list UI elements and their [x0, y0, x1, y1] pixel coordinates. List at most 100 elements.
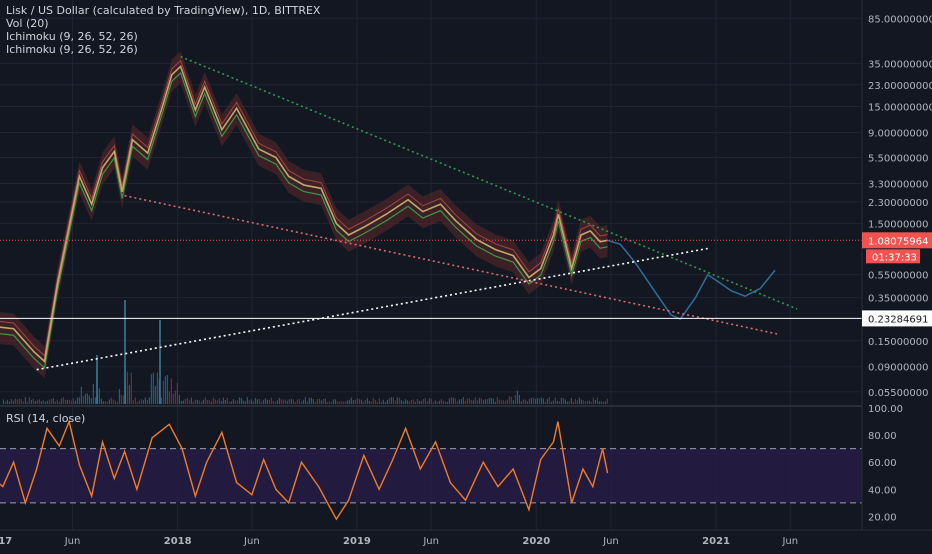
volume-bar: [380, 401, 382, 404]
price-tick-label: 0.55000000: [868, 271, 928, 282]
volume-bar: [596, 397, 598, 404]
volume-bar: [532, 397, 534, 404]
volume-bar: [234, 400, 236, 404]
volume-bar: [586, 401, 588, 404]
volume-bar: [352, 400, 354, 404]
volume-bar: [588, 400, 590, 404]
volume-bar: [226, 397, 228, 404]
volume-bar: [348, 399, 350, 404]
volume-bar: [246, 397, 248, 404]
volume-bar: [316, 398, 318, 404]
volume-bar: [116, 401, 118, 404]
volume-bar: [262, 400, 264, 404]
volume-bar: [104, 401, 106, 404]
volume-bar: [360, 399, 362, 404]
time-tick-label: Jun: [781, 536, 798, 547]
volume-bar: [184, 399, 186, 404]
volume-bar: [38, 399, 40, 404]
volume-bar: [392, 397, 394, 404]
price-tick-label: 0.15000000: [868, 337, 928, 348]
volume-bar: [526, 401, 528, 404]
volume-bar: [498, 399, 500, 404]
volume-bar: [314, 401, 316, 404]
volume-bar: [408, 401, 410, 404]
volume-bar: [476, 400, 478, 404]
volume-bar: [76, 397, 78, 404]
volume-bar: [328, 401, 330, 404]
volume-bar: [574, 398, 576, 404]
volume-bar: [132, 400, 134, 404]
volume-bar: [250, 399, 252, 404]
volume-bar: [390, 397, 392, 404]
volume-bar: [428, 398, 430, 404]
time-tick-label: 2021: [702, 536, 730, 547]
volume-bar: [604, 401, 606, 404]
volume-bar: [554, 397, 556, 404]
volume-bar: [412, 399, 414, 404]
volume-bar: [12, 400, 14, 404]
volume-bar: [508, 396, 510, 404]
volume-bar: [556, 400, 558, 404]
volume-bar: [6, 399, 8, 404]
volume-bar: [372, 398, 374, 404]
volume-bar: [222, 397, 224, 404]
volume-bar: [90, 398, 92, 404]
volume-bar: [34, 401, 36, 404]
volume-bar: [254, 397, 256, 404]
volume-bar: [16, 399, 18, 404]
support-price-text: 0.23284691: [868, 314, 928, 325]
volume-bar: [26, 401, 28, 404]
volume-bar: [22, 401, 24, 404]
volume-bar: [128, 384, 130, 404]
volume-bar: [204, 397, 206, 404]
volume-bar: [148, 397, 150, 404]
volume-bar: [120, 394, 122, 404]
volume-bar: [288, 399, 290, 404]
support-trendline: [36, 247, 708, 371]
volume-bar: [418, 400, 420, 404]
volume-bar: [320, 400, 322, 404]
volume-bar: [468, 398, 470, 404]
price-series-line: [0, 64, 608, 363]
volume-bar: [48, 399, 50, 404]
volume-bar: [50, 398, 52, 404]
volume-bar: [276, 400, 278, 404]
ichimoku-conversion: [0, 59, 608, 357]
volume-bar: [590, 401, 592, 404]
volume-bar: [576, 400, 578, 404]
volume-bar: [64, 399, 66, 404]
volume-bar: [522, 399, 524, 404]
volume-bar: [172, 393, 174, 404]
volume-bar: [486, 399, 488, 404]
volume-bar: [496, 397, 498, 404]
volume-bar: [442, 400, 444, 404]
rsi-tick-label: 80.00: [868, 431, 897, 442]
volume-bar: [306, 401, 308, 404]
volume-bar: [2, 399, 4, 404]
volume-bar: [194, 399, 196, 404]
price-tick-label: 35.00000000: [868, 59, 932, 70]
volume-bar: [472, 400, 474, 404]
volume-bar: [424, 397, 426, 404]
volume-bar: [538, 398, 540, 404]
volume-bar: [88, 395, 90, 404]
volume-bar: [512, 400, 514, 404]
volume-bar: [92, 384, 94, 404]
indicator-volume: Vol (20): [6, 17, 49, 30]
price-tick-label: 0.09000000: [868, 363, 928, 374]
volume-bar: [456, 401, 458, 404]
volume-bar: [450, 397, 452, 404]
volume-bar: [106, 401, 108, 404]
volume-bar: [582, 400, 584, 404]
price-tick-label: 15.00000000: [868, 103, 932, 114]
volume-bar: [144, 397, 146, 404]
volume-bar: [548, 397, 550, 404]
current-price-box: [862, 232, 932, 249]
volume-bar: [186, 397, 188, 404]
volume-bar: [534, 398, 536, 404]
volume-bar: [252, 401, 254, 404]
volume-bar: [374, 400, 376, 404]
volume-bar: [20, 399, 22, 404]
